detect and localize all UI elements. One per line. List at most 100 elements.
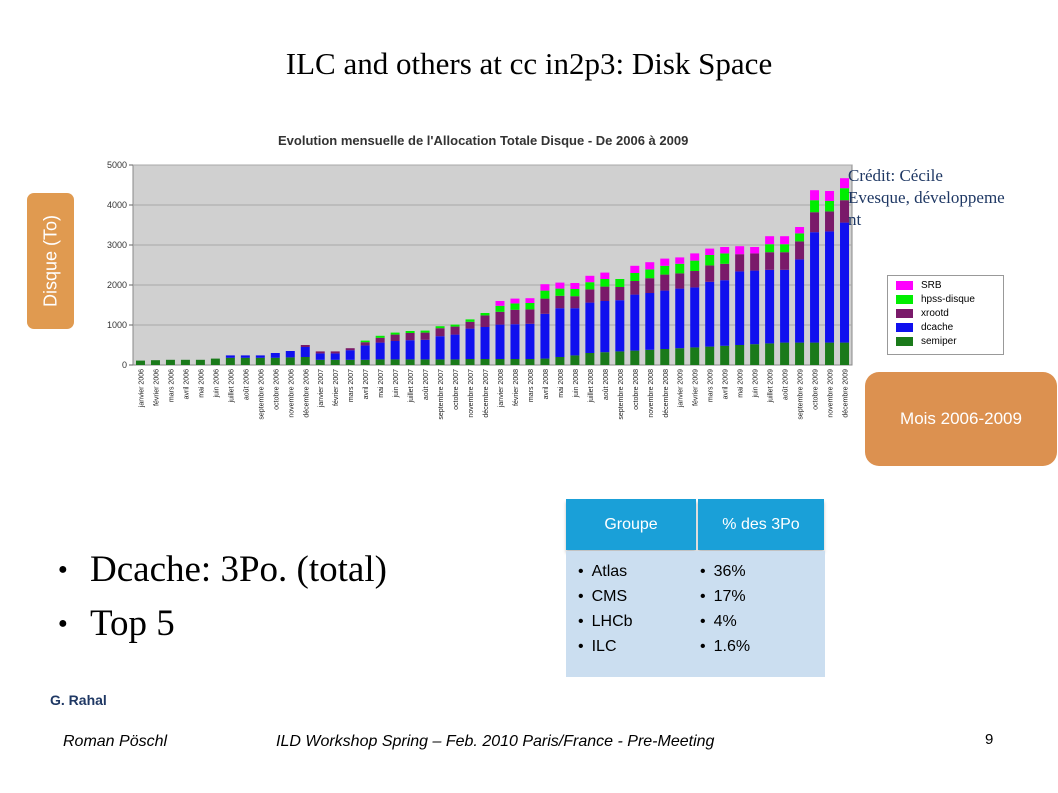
table-cell: CMS	[578, 584, 696, 609]
bar-segment-hpss-disque	[810, 200, 820, 213]
legend-label: hpss-disque	[921, 294, 975, 305]
chart-legend: SRB hpss-disque xrootd dcache semiper	[887, 275, 1004, 355]
bar-segment-xrootd	[510, 309, 520, 325]
bar-segment-semiper	[525, 359, 535, 365]
table-cell: 36%	[700, 559, 825, 584]
bar-segment-semiper	[210, 358, 220, 365]
author-credit: G. Rahal	[50, 692, 107, 708]
plot-area	[132, 164, 853, 366]
x-axis-label: Mois 2006-2009	[900, 409, 1022, 428]
legend-label: semiper	[921, 336, 957, 347]
bar-segment-SRB	[510, 298, 520, 304]
bar-segment-xrootd	[480, 315, 490, 327]
bar-segment-xrootd	[555, 295, 565, 309]
x-tick-label: mai 2007	[378, 369, 385, 398]
x-tick-label: décembre 2009	[843, 369, 850, 418]
bar-segment-semiper	[630, 350, 640, 365]
footer-presenter: Roman Pöschl	[63, 733, 168, 750]
bar-segment-dcache	[585, 302, 595, 353]
x-tick-label: juillet 2008	[588, 369, 595, 404]
bar-segment-semiper	[180, 359, 190, 365]
x-tick-label: avril 2008	[543, 369, 550, 399]
bar-segment-dcache	[645, 293, 655, 350]
bar-segment-xrootd	[465, 321, 475, 329]
bar-segment-hpss-disque	[705, 255, 715, 266]
bar-segment-dcache	[765, 269, 775, 344]
bar-segment-SRB	[720, 247, 730, 254]
x-tick-label: janvier 2006	[138, 369, 145, 408]
bar-segment-semiper	[825, 342, 835, 365]
bar-segment-SRB	[525, 298, 535, 303]
bar-segment-semiper	[300, 357, 310, 365]
x-tick-label: février 2008	[513, 369, 520, 406]
y-axis-label-box: Disque (To)	[27, 193, 74, 329]
bar-segment-dcache	[345, 350, 355, 360]
bar-segment-dcache	[465, 328, 475, 359]
y-tick-label: 0	[122, 360, 127, 370]
x-tick-label: juillet 2009	[768, 369, 775, 404]
bar-segment-SRB	[690, 253, 700, 261]
legend-item-xrootd: xrootd	[896, 307, 949, 320]
bar-segment-dcache	[225, 355, 235, 358]
y-tick-label: 2000	[107, 280, 127, 290]
bar-segment-hpss-disque	[375, 335, 385, 338]
x-tick-label: août 2009	[783, 369, 790, 400]
x-tick-label: avril 2007	[363, 369, 370, 399]
footer-event: ILD Workshop Spring – Feb. 2010 Paris/Fr…	[276, 733, 715, 750]
bar-segment-xrootd	[705, 265, 715, 282]
bar-segment-xrootd	[750, 253, 760, 271]
bar-segment-SRB	[495, 301, 505, 306]
bar-segment-hpss-disque	[510, 303, 520, 310]
bar-segment-semiper	[720, 345, 730, 365]
credit-line-2: Evesque, développeme	[848, 188, 1005, 207]
x-tick-label: novembre 2008	[648, 369, 655, 418]
table-cell: ILC	[578, 634, 696, 659]
x-tick-label: octobre 2009	[813, 369, 820, 410]
bar-segment-hpss-disque	[405, 331, 415, 333]
table-column-percents: 36% 17% 4% 1.6%	[688, 551, 825, 677]
x-tick-label: janvier 2008	[498, 369, 505, 408]
bar-segment-SRB	[585, 275, 595, 283]
y-tick-label: 4000	[107, 200, 127, 210]
bar-segment-xrootd	[450, 326, 460, 335]
credit-line-1: Crédit: Cécile	[848, 166, 943, 185]
x-tick-label: juin 2006	[213, 369, 220, 399]
chart-title: Evolution mensuelle de l'Allocation Tota…	[278, 133, 689, 148]
bar-segment-xrootd	[660, 274, 670, 291]
x-tick-label: septembre 2007	[438, 369, 445, 420]
legend-swatch	[896, 337, 913, 346]
bar-segment-semiper	[435, 359, 445, 365]
y-tick-label: 1000	[107, 320, 127, 330]
bar-segment-dcache	[570, 308, 580, 356]
bar-segment-hpss-disque	[795, 233, 805, 242]
bar-segment-SRB	[675, 257, 685, 264]
bar-segment-hpss-disque	[675, 263, 685, 274]
bar-segment-xrootd	[645, 278, 655, 293]
bar-segment-xrootd	[300, 345, 310, 347]
table-column-groups: Atlas CMS LHCb ILC	[566, 551, 696, 677]
bar-segment-SRB	[705, 248, 715, 255]
bar-segment-hpss-disque	[495, 305, 505, 312]
bar-segment-semiper	[405, 359, 415, 365]
bar-segment-SRB	[765, 236, 775, 245]
table-cell: LHCb	[578, 609, 696, 634]
x-tick-label: mars 2006	[168, 369, 175, 402]
bar-segment-hpss-disque	[390, 332, 400, 335]
bar-segment-semiper	[330, 359, 340, 365]
bar-segment-xrootd	[675, 273, 685, 289]
bar-segment-dcache	[525, 323, 535, 359]
bar-segment-dcache	[450, 334, 460, 360]
bar-segment-xrootd	[540, 298, 550, 314]
bar-segment-xrootd	[615, 287, 625, 301]
bar-segment-dcache	[810, 232, 820, 343]
bar-segment-semiper	[150, 360, 160, 365]
credit-line-3: nt	[848, 210, 862, 229]
legend-label: dcache	[921, 322, 954, 333]
bar-segment-dcache	[285, 351, 295, 358]
bar-segment-xrootd	[585, 289, 595, 303]
x-tick-label: septembre 2006	[258, 369, 265, 420]
bar-segment-SRB	[540, 284, 550, 291]
x-tick-label: octobre 2008	[633, 369, 640, 410]
x-tick-label: novembre 2009	[828, 369, 835, 418]
table-header-percent: % des 3Po	[698, 499, 824, 550]
